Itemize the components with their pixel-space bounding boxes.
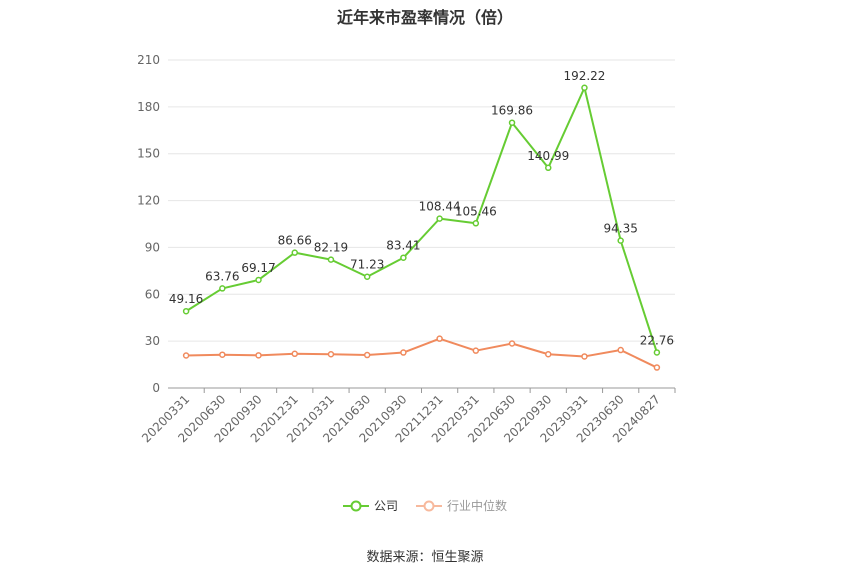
industry-data-point[interactable] [653,364,661,371]
company-data-label: 49.16 [169,292,203,306]
company-data-point[interactable] [255,276,262,284]
industry-data-point[interactable] [363,351,371,359]
industry-data-point[interactable] [219,351,226,358]
legend-item-industry-median[interactable]: 行业中位数 [416,497,507,514]
company-data-point[interactable] [545,164,552,172]
company-data-point[interactable] [617,237,624,244]
company-data-label: 86.66 [278,234,312,248]
industry-data-point[interactable] [581,353,588,360]
industry-data-point[interactable] [545,351,552,358]
legend-company-swatch-icon [342,500,369,511]
legend: 公司 行业中位数 [0,497,850,514]
industry-data-point[interactable] [436,335,443,342]
industry-median-line [186,337,658,369]
company-data-label: 71.23 [350,258,384,272]
series-layer [182,84,661,371]
company-data-label: 63.76 [205,269,239,283]
company-data-point[interactable] [219,285,226,292]
company-data-label: 83.41 [386,239,420,253]
y-tick-label: 210 [137,53,160,67]
data-source-note: 数据来源：恒生聚源 [366,550,484,565]
company-data-point[interactable] [508,119,516,126]
company-data-label: 108.44 [419,200,461,214]
legend-industry-label: 行业中位数 [447,499,508,513]
industry-data-point[interactable] [327,351,335,358]
industry-data-point[interactable] [508,340,516,347]
company-data-point[interactable] [581,84,588,92]
company-pe-line [185,86,658,353]
company-data-label: 140.99 [527,149,569,163]
grid-layer [168,59,675,342]
legend-industry-swatch-icon [416,500,442,511]
company-data-point[interactable] [436,215,443,222]
chart-title: 近年来市盈率情况（倍） [336,8,513,27]
company-data-label: 105.46 [455,204,497,218]
y-tick-label: 150 [137,147,160,161]
company-data-point[interactable] [363,273,371,280]
company-data-label: 169.86 [491,104,533,118]
industry-data-point[interactable] [182,352,190,359]
industry-data-point[interactable] [472,347,480,354]
company-data-label: 192.22 [563,69,605,83]
company-data-point[interactable] [472,220,480,227]
y-tick-label: 120 [137,194,160,208]
y-tick-label: 60 [145,287,160,301]
company-data-point[interactable] [653,349,661,356]
company-data-label: 82.19 [314,241,348,255]
y-tick-label: 90 [145,240,160,254]
company-data-point[interactable] [400,254,407,261]
company-data-label: 22.76 [640,333,674,347]
company-data-label: 94.35 [603,222,637,236]
legend-item-company[interactable]: 公司 [342,497,398,514]
legend-company-label: 公司 [373,499,398,513]
y-tick-label: 30 [145,334,160,348]
y-tick-label: 180 [137,100,160,114]
industry-data-point[interactable] [255,352,262,359]
company-data-point[interactable] [182,307,190,315]
company-data-point[interactable] [291,249,298,256]
industry-data-point[interactable] [291,350,298,358]
industry-data-point[interactable] [617,346,624,354]
company-data-point[interactable] [327,256,335,263]
y-tick-label: 0 [152,381,160,395]
industry-data-point[interactable] [400,349,407,356]
company-data-label: 69.17 [241,261,275,275]
